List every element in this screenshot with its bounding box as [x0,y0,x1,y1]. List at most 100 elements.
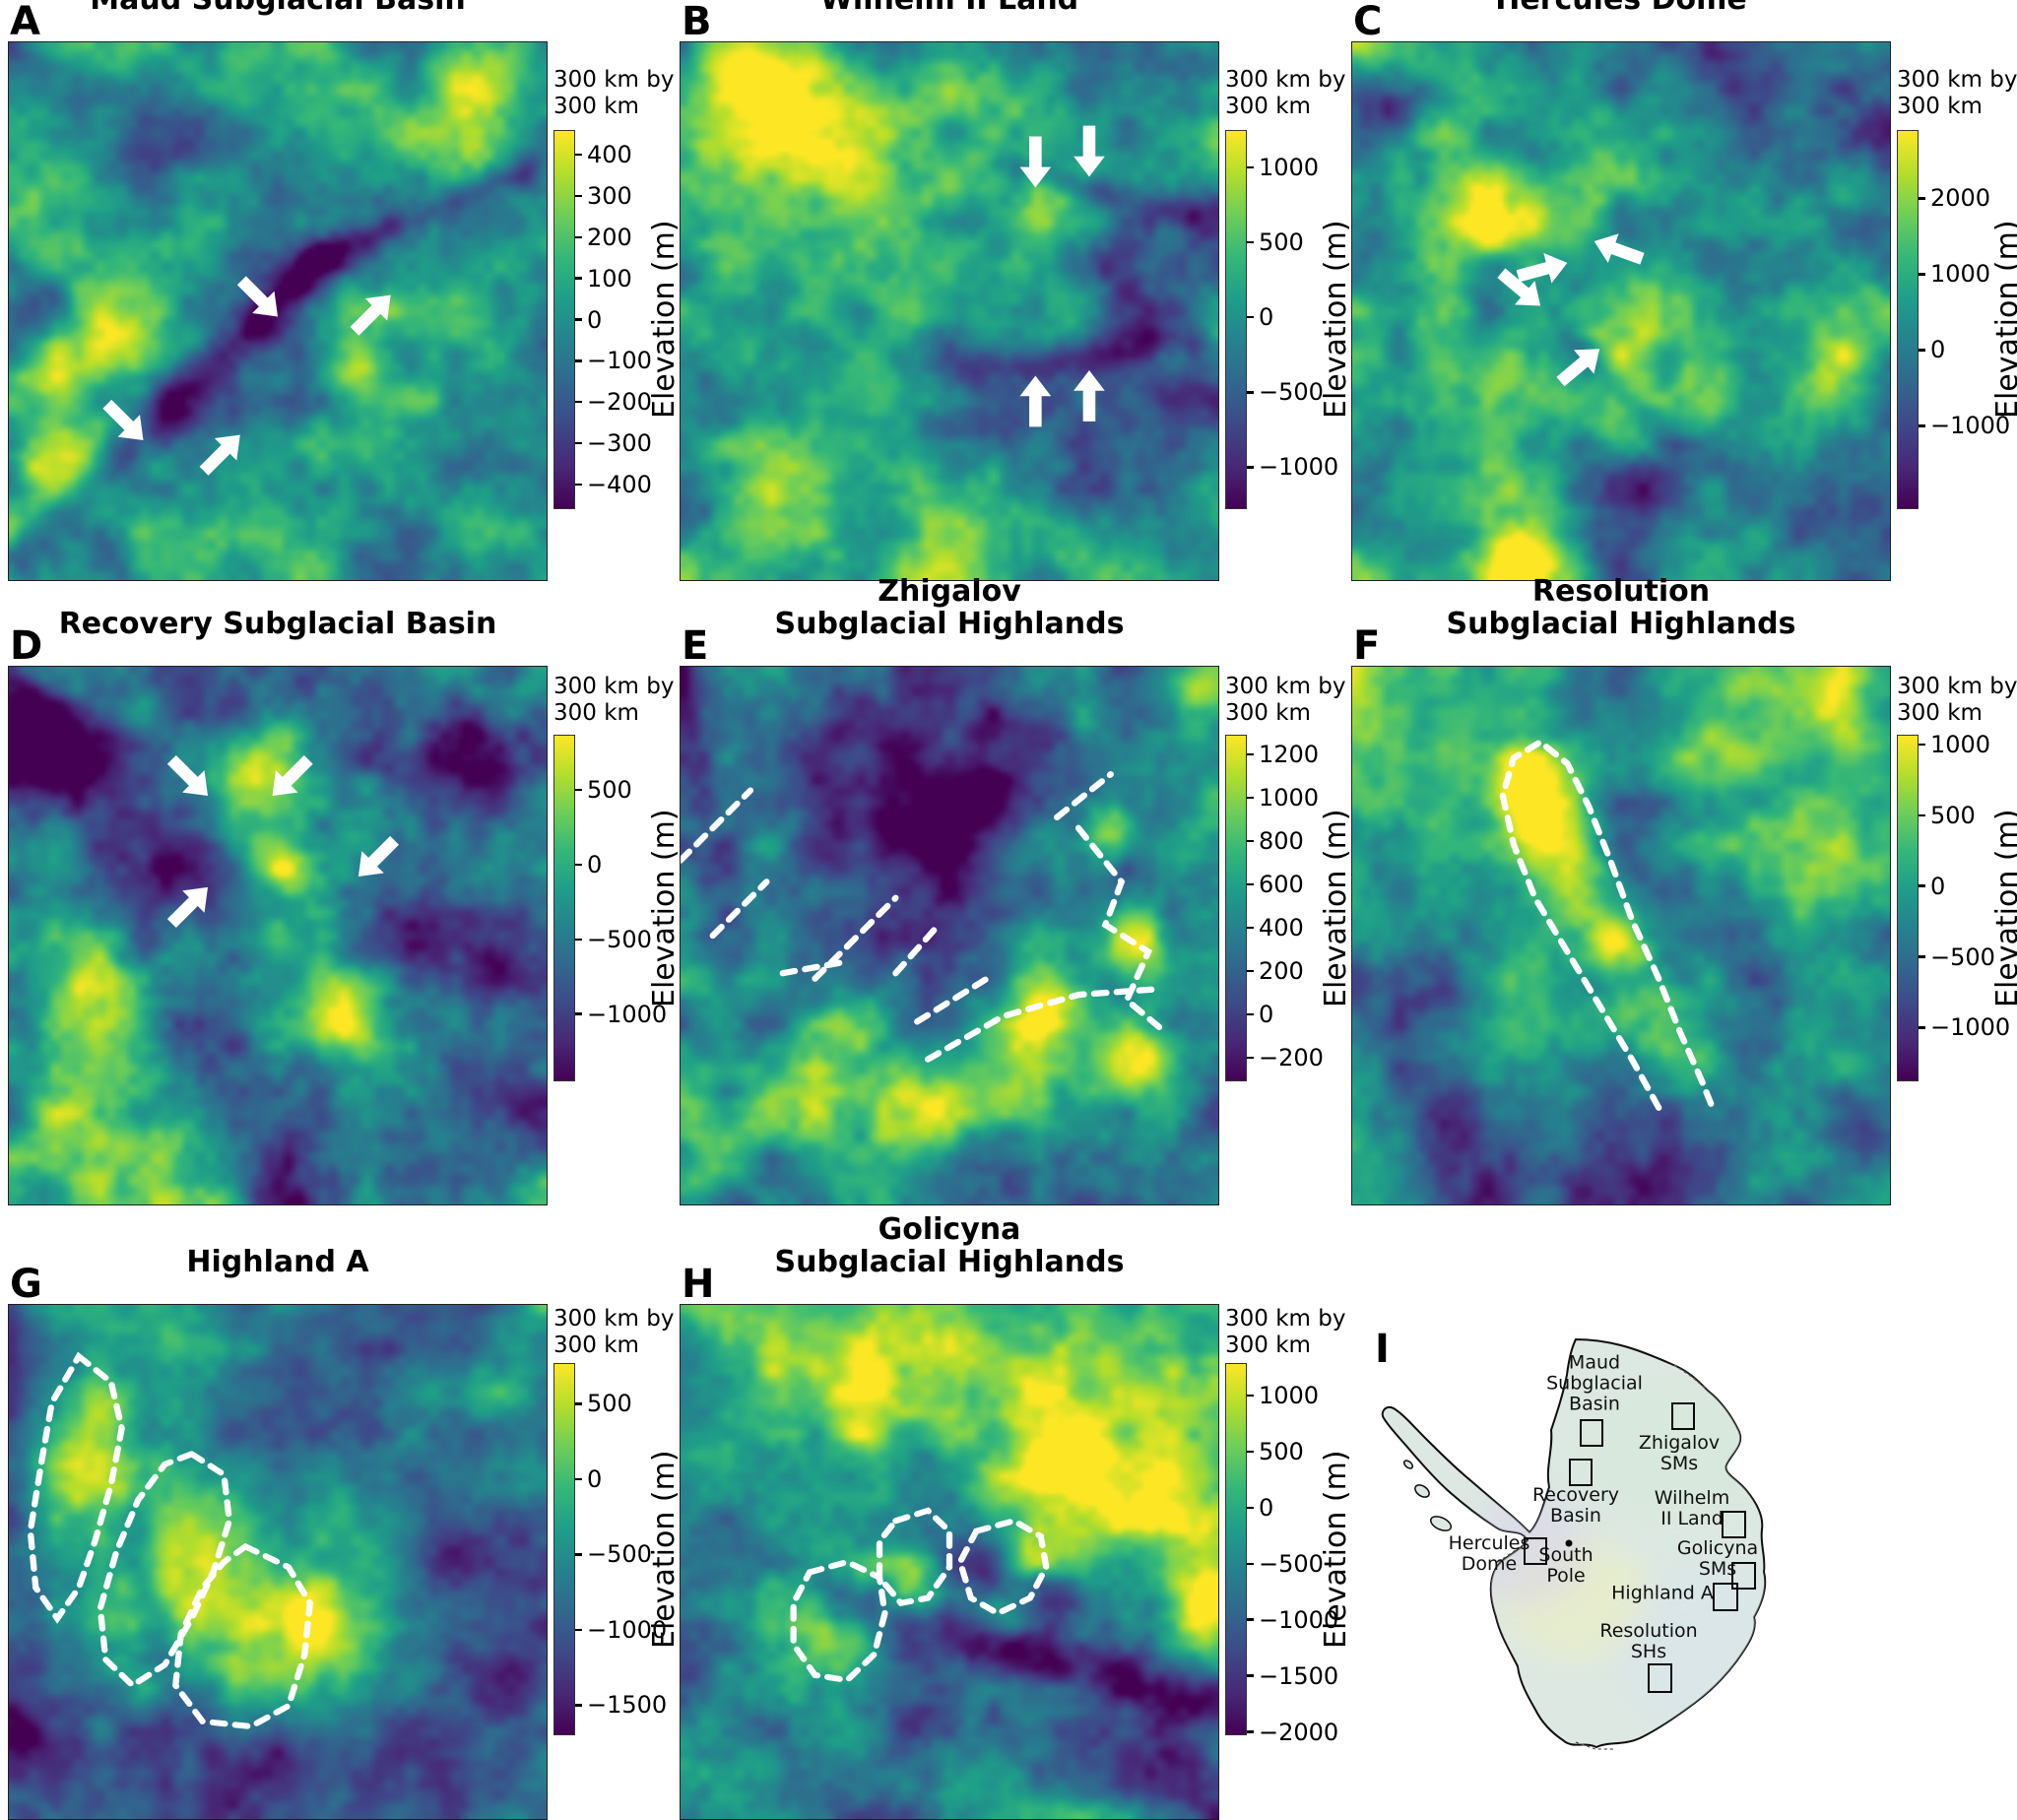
tick-label: 0 [587,305,603,334]
colorbar-tick: −200 [575,388,652,416]
tick-label: −500 [1930,942,1995,971]
colorbar-gradient [1225,130,1247,509]
elevation-map-canvas [681,667,1218,1204]
dashed-outline [925,986,1157,1063]
tick-mark [575,194,582,198]
colorbar-tick: 500 [575,776,632,804]
antarctica-islands [1402,1460,1453,1531]
region-label-zhigalov-sms: Zhigalov SMs [1638,1432,1721,1474]
colorbar-axis-label: Elevation (m) [1319,809,1353,1008]
colorbar-tick: 0 [575,306,602,334]
colorbar-tick: 2000 [1919,184,1990,212]
south-pole-dot [1565,1539,1573,1547]
colorbar-tick: −300 [575,429,652,457]
colorbar-sidebar: 300 km by 300 km Elevation (m) 400 300 200 1… [548,41,682,581]
white-arrow-icon [199,434,240,476]
tick-mark [1247,1674,1254,1677]
elevation-map [8,41,548,581]
elevation-map-canvas [9,667,547,1204]
colorbar-tick: 300 [575,182,632,210]
tick-label: 0 [587,851,603,878]
colorbar-tick: 500 [1247,228,1304,256]
map-panel: F Resolution Subglacial Highlands 300 km … [1351,575,2017,1205]
tick-mark [1247,1394,1254,1398]
map-panel: E Zhigalov Subglacial Highlands 300 km by… [680,575,1353,1205]
tick-mark [1247,1450,1254,1454]
tick-label: 1000 [1930,260,1991,289]
tick-mark [1247,1012,1254,1016]
tick-label: 500 [1259,1437,1304,1465]
colorbar-tick: 200 [575,224,632,251]
elevation-map [680,666,1219,1205]
tick-mark [575,235,582,239]
dashed-outline [1499,738,1716,1111]
tick-mark [575,938,582,942]
tick-label: 0 [1930,336,1946,364]
panel-header: G Highland A [8,1231,682,1304]
colorbar-tick: 1000 [1247,784,1319,812]
antarctica-map-icon [1381,1337,1767,1750]
panel-body: 300 km by 300 km Elevation (m) 1200 1000 80… [680,666,1353,1205]
tick-mark [1247,882,1254,886]
scale-note: 300 km by 300 km [1897,67,2017,119]
colorbar-tick: 1200 [1247,741,1319,768]
tick-label: −100 [587,347,652,375]
scale-note: 300 km by 300 km [1225,67,1346,119]
panel-title: Maud Subglacial Basin [8,0,548,16]
tick-label: −1000 [1930,412,2011,440]
colorbar-axis-label: Elevation (m) [647,1450,682,1649]
colorbar-area: Elevation (m) 1000 500 0 −500 −1000 [1225,130,1353,539]
tick-mark [575,863,582,867]
colorbar-tick: 800 [1247,827,1304,855]
tick-mark [1247,315,1254,319]
tick-label: −300 [587,429,652,458]
dashed-outline [1074,824,1163,1030]
colorbar-tick: −500 [575,1540,652,1568]
colorbar-axis-label: Elevation (m) [647,220,682,420]
colorbar-tick: 0 [1919,873,1945,900]
region-label-golicyna-sms: Golicyna SMs [1676,1537,1759,1580]
region-box-zhigalov-sms [1671,1402,1695,1430]
elevation-map-canvas [1352,667,1890,1204]
colorbar-tick: −1500 [1247,1662,1338,1690]
colorbar-axis-label: Elevation (m) [647,809,682,1008]
elevation-map [680,41,1219,581]
colorbar-tick: 1000 [1919,260,1990,288]
colorbar-tick: −500 [1919,943,1995,971]
region-label-resolution-shs: Resolution SHs [1599,1620,1698,1662]
tick-label: 100 [587,264,632,292]
colorbar-area: Elevation (m) 2000 1000 0 −1000 [1897,130,2017,539]
colorbar-tick: −1000 [1919,1013,2010,1041]
tick-label: −500 [587,1540,652,1569]
map-annotations [790,1507,1050,1684]
white-arrow-icon [1497,268,1541,306]
tick-label: 200 [1259,956,1304,985]
tick-mark [575,1704,582,1707]
dashed-outline [172,1542,313,1730]
tick-label: 0 [1930,872,1946,900]
tick-label: 400 [1259,913,1304,942]
map-panel: D Recovery Subglacial Basin 300 km by 300… [8,601,682,1205]
colorbar-tick: −2000 [1247,1719,1338,1746]
tick-mark [1247,1056,1254,1060]
tick-mark [575,318,582,321]
tick-label: −1500 [1259,1661,1339,1690]
colorbar-tick: −400 [575,471,652,498]
tick-label: 0 [1259,303,1274,332]
white-arrow-icon [236,276,278,317]
region-box-golicyna-sms [1731,1562,1756,1590]
tick-mark [1247,1618,1254,1621]
panel-title: Wilhelm II Land [680,0,1219,16]
colorbar-area: Elevation (m) 1000 500 0 −500 −1000 [1897,731,2017,1111]
scale-note: 300 km by 300 km [1897,674,2017,726]
tick-mark [1919,197,1925,200]
tick-label: −1000 [1930,1013,2011,1042]
colorbar-gradient [1897,130,1919,509]
scale-note: 300 km by 300 km [553,674,675,726]
colorbar-tick: −1000 [575,1616,667,1644]
white-arrow-icon [166,886,209,928]
region-label-highland-a: Highland A [1611,1582,1714,1604]
